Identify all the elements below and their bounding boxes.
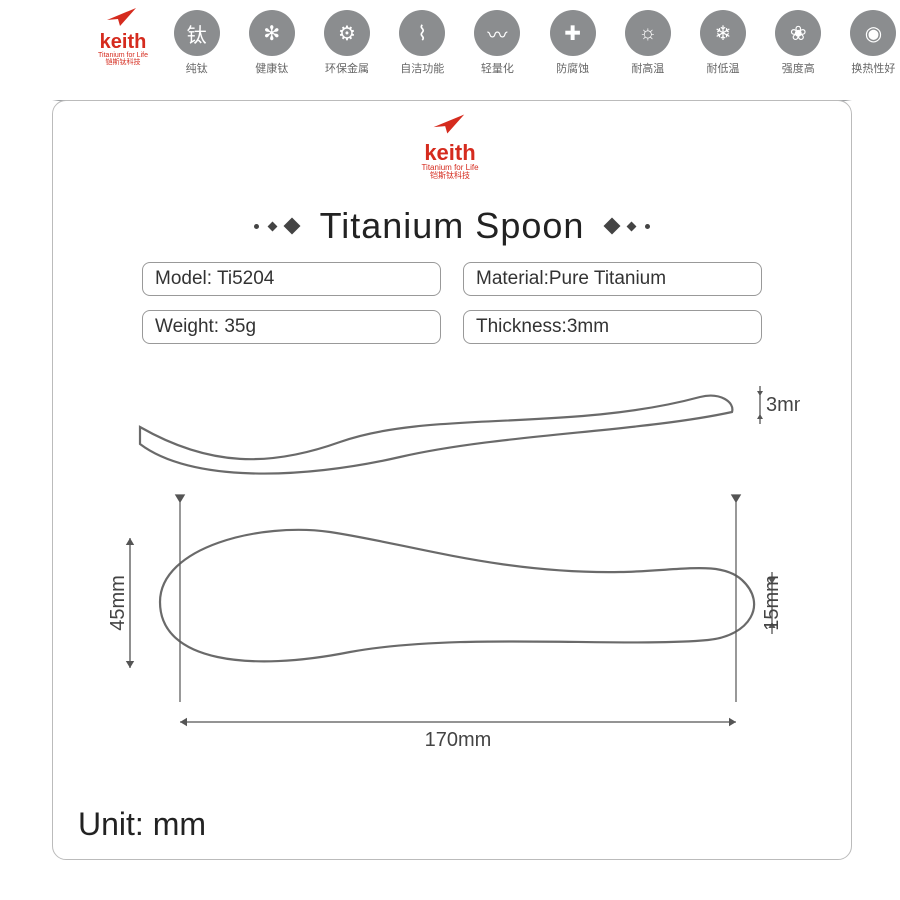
svg-text:3mm: 3mm <box>766 394 800 416</box>
spoon-top-view <box>160 530 754 662</box>
dimension-diagram: 3mm 45mm 15mm 170mm <box>100 372 800 762</box>
svg-text:15mm: 15mm <box>761 575 783 631</box>
feature-icon: ❄ <box>700 10 746 56</box>
spec-weight: Weight: 35g <box>142 310 441 344</box>
feature-icon: 〰 <box>474 10 520 56</box>
feature-icon: ☼ <box>625 10 671 56</box>
feature-label: 轻量化 <box>481 60 514 76</box>
feature-item: ◉ 换热性好 <box>847 10 900 76</box>
feature-item: ✚ 防腐蚀 <box>546 10 599 76</box>
feature-icon: ❀ <box>775 10 821 56</box>
feature-strip: 钛 纯钛✻ 健康钛⚙ 环保金属⌇ 自洁功能〰 轻量化✚ 防腐蚀☼ 耐高温❄ 耐低… <box>0 10 900 76</box>
feature-label: 防腐蚀 <box>556 60 589 76</box>
feature-icon: 钛 <box>174 10 220 56</box>
dim-bowl-width: 45mm <box>107 538 134 668</box>
dim-thickness: 3mm <box>757 386 800 424</box>
spec-label: Material <box>476 268 544 289</box>
feature-label: 耐高温 <box>631 60 664 76</box>
product-title: Titanium Spoon <box>320 205 585 247</box>
spec-thickness: Thickness:3mm <box>463 310 762 344</box>
brand-subtag-center: 铠斯钛科技 <box>421 172 478 180</box>
feature-label: 自洁功能 <box>400 60 444 76</box>
spoon-side-view <box>140 396 732 474</box>
spec-model: Model: Ti5204 <box>142 262 441 296</box>
feature-item: 〰 轻量化 <box>471 10 524 76</box>
feature-label: 强度高 <box>782 60 815 76</box>
spec-grid: Model: Ti5204 Material:Pure Titanium Wei… <box>142 262 762 344</box>
svg-text:45mm: 45mm <box>107 575 129 631</box>
feature-label: 换热性好 <box>851 60 895 76</box>
ornament-right <box>606 220 650 232</box>
spec-value: Ti5204 <box>217 268 274 289</box>
feature-item: ⌇ 自洁功能 <box>396 10 449 76</box>
feature-icon: ◉ <box>850 10 896 56</box>
feature-item: ❀ 强度高 <box>772 10 825 76</box>
feature-icon: ⌇ <box>399 10 445 56</box>
spec-label: Thickness <box>476 316 562 337</box>
spec-value: 3mm <box>567 316 609 337</box>
extent-guides <box>176 495 740 702</box>
dim-handle-width: 15mm <box>761 572 783 634</box>
svg-text:170mm: 170mm <box>425 729 492 751</box>
feature-label: 纯钛 <box>186 60 208 76</box>
feature-item: ☼ 耐高温 <box>621 10 674 76</box>
paper-plane-icon <box>421 112 478 141</box>
feature-label: 环保金属 <box>325 60 369 76</box>
feature-item: ⚙ 环保金属 <box>320 10 373 76</box>
spec-label: Weight <box>155 316 214 337</box>
feature-icon: ⚙ <box>324 10 370 56</box>
feature-item: ❄ 耐低温 <box>696 10 749 76</box>
dim-length: 170mm <box>180 718 736 751</box>
feature-item: 钛 纯钛 <box>170 10 223 76</box>
spec-value: Pure Titanium <box>549 268 666 289</box>
ornament-left <box>254 220 298 232</box>
spec-value: 35g <box>224 316 256 337</box>
feature-label: 健康钛 <box>255 60 288 76</box>
brand-logo-center: keith Titanium for Life 铠斯钛科技 <box>421 112 478 180</box>
unit-label: Unit: mm <box>78 806 206 843</box>
brand-name-center: keith <box>421 141 478 164</box>
title-row: Titanium Spoon <box>52 205 852 247</box>
feature-icon: ✚ <box>550 10 596 56</box>
feature-label: 耐低温 <box>707 60 740 76</box>
feature-item: ✻ 健康钛 <box>245 10 298 76</box>
spec-label: Model <box>155 268 207 289</box>
feature-icon: ✻ <box>249 10 295 56</box>
spec-material: Material:Pure Titanium <box>463 262 762 296</box>
